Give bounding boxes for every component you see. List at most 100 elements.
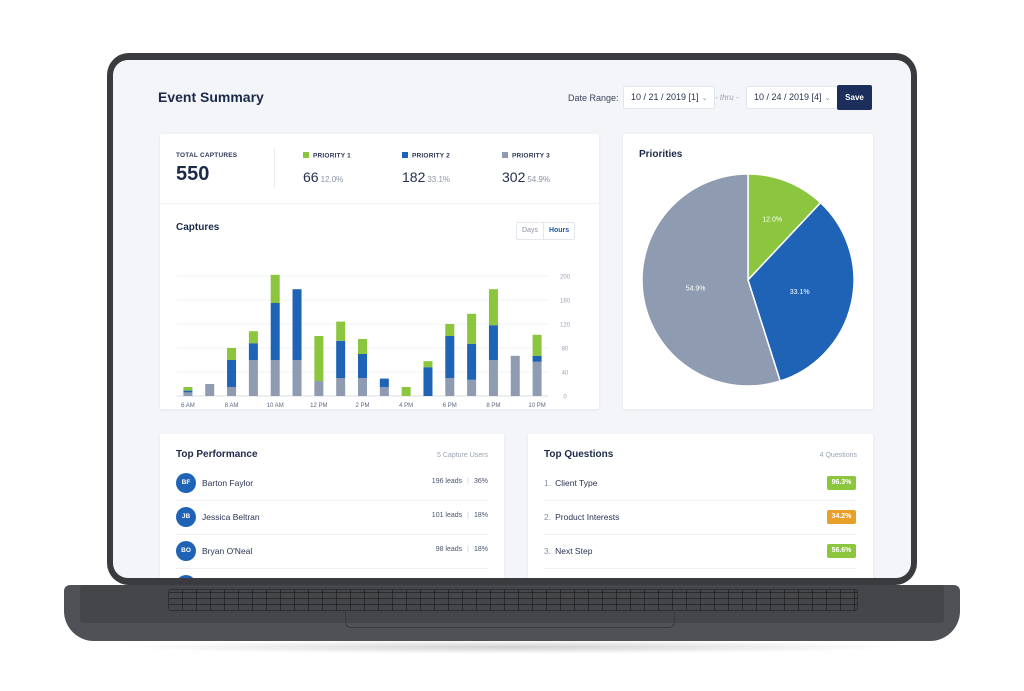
x-tick-label: 2 PM xyxy=(355,403,369,409)
priority-3-swatch xyxy=(502,152,508,158)
thru-label: - thru - xyxy=(715,93,739,102)
bar-segment xyxy=(270,360,280,396)
priority-1-value: 66 12.0% xyxy=(303,169,344,185)
status-badge: 56.6% xyxy=(827,544,856,558)
bar-segment xyxy=(445,336,455,378)
bar-segment xyxy=(467,343,477,380)
laptop-keyboard xyxy=(168,589,858,611)
list-item[interactable] xyxy=(176,569,488,578)
priority-2-label: PRIORITY 2 xyxy=(402,152,450,160)
x-tick-label: 10 AM xyxy=(267,403,284,409)
x-tick-label: 12 PM xyxy=(310,403,327,409)
avatar: BF xyxy=(176,473,196,493)
bar-segment xyxy=(248,360,258,396)
bar-segment xyxy=(270,303,280,360)
bar-segment xyxy=(292,360,302,396)
priority-2-value: 182 33.1% xyxy=(402,169,451,185)
y-tick-label: 120 xyxy=(560,323,571,329)
status-badge: 96.3% xyxy=(827,476,856,490)
bar-segment xyxy=(358,354,367,378)
priority-3-value: 302 54.9% xyxy=(502,169,551,185)
bar-segment xyxy=(248,343,258,360)
total-captures-value: 550 xyxy=(176,163,210,185)
bar-segment xyxy=(445,378,455,396)
slice-label: 12.0% xyxy=(762,216,782,223)
user-leads: 101 leads | 18% xyxy=(431,512,488,519)
priority-1-swatch xyxy=(303,152,309,158)
priority-1-label: PRIORITY 1 xyxy=(303,152,351,160)
bar-segment xyxy=(336,378,346,396)
captures-bar-chart: 0 40 80 120 160 200 6 AM 8 AM 10 AM 12 PM 2 PM 4 PM… xyxy=(177,274,571,409)
page-title: Event Summary xyxy=(158,89,264,105)
list-item[interactable]: BF Barton Faylor 196 leads | 36% xyxy=(176,467,488,501)
user-leads: 98 leads | 18% xyxy=(435,546,488,553)
capture-users-count: 5 Capture Users xyxy=(437,452,488,459)
tab-days[interactable]: Days xyxy=(522,227,538,234)
laptop-screen: Event Summary Date Range: 10 / 21 / 2019… xyxy=(113,60,911,578)
user-name: Bryan O'Neal xyxy=(202,546,253,556)
list-item[interactable]: BO Bryan O'Neal 98 leads | 18% xyxy=(176,535,488,569)
bar-segment xyxy=(227,360,237,387)
bar-segment xyxy=(314,336,324,381)
status-badge: 34.2% xyxy=(827,510,856,524)
bar-segment xyxy=(510,355,520,396)
bar-segment xyxy=(445,324,455,336)
y-tick-label: 200 xyxy=(560,275,571,281)
bar-segment xyxy=(270,274,280,303)
bar-segment xyxy=(532,361,542,396)
user-leads: 196 leads | 36% xyxy=(431,478,488,485)
divider xyxy=(274,148,275,188)
top-questions-card: Top Questions 4 Questions 1. Client Type … xyxy=(528,434,873,578)
list-item[interactable]: 2. Product Interests 34.2% xyxy=(544,501,856,535)
bar-segment xyxy=(227,348,237,360)
top-performance-card: Top Performance 5 Capture Users BF Barto… xyxy=(160,434,504,578)
priorities-pie-chart: 12.0% 33.1% 54.9% xyxy=(641,173,855,387)
top-performance-title: Top Performance xyxy=(176,449,258,460)
x-tick-label: 8 PM xyxy=(486,403,500,409)
bar-segment xyxy=(183,390,193,393)
captures-title: Captures xyxy=(176,222,220,233)
x-tick-label: 6 PM xyxy=(443,403,457,409)
end-date-select[interactable]: 10 / 24 / 2019 [4] ⌄ xyxy=(746,86,839,109)
bar-segment xyxy=(205,384,215,396)
priority-3-label: PRIORITY 3 xyxy=(502,152,550,160)
bar-segment xyxy=(467,379,477,396)
questions-count: 4 Questions xyxy=(819,452,857,459)
bar-segment xyxy=(532,334,542,356)
bar-segment xyxy=(292,289,302,360)
start-date-select[interactable]: 10 / 21 / 2019 [1] ⌄ xyxy=(623,86,716,109)
list-item[interactable]: 1. Client Type 96.3% xyxy=(544,467,856,501)
save-button[interactable]: Save xyxy=(837,85,872,110)
bar-segment xyxy=(227,387,237,396)
tab-hours[interactable]: Hours xyxy=(542,223,574,239)
list-item[interactable]: JB Jessica Beltran 101 leads | 18% xyxy=(176,501,488,535)
priority-1-pct: 12.0% xyxy=(320,175,344,184)
bar-segment xyxy=(401,387,411,396)
bar-segment xyxy=(488,289,498,326)
list-item[interactable]: 3. Next Step 56.6% xyxy=(544,535,856,569)
laptop-shadow xyxy=(120,640,904,654)
divider xyxy=(160,203,599,204)
priority-2-pct: 33.1% xyxy=(427,175,451,184)
bar-segment xyxy=(379,378,389,387)
laptop-trackpad xyxy=(345,610,675,628)
bar-segment xyxy=(488,325,498,360)
x-tick-label: 4 PM xyxy=(399,403,413,409)
bar-segment xyxy=(314,381,324,396)
priority-3-pct: 54.9% xyxy=(527,175,551,184)
bar-segment xyxy=(336,321,346,341)
date-range-label: Date Range: xyxy=(568,93,619,103)
question-text: 1. Client Type xyxy=(544,478,598,488)
x-tick-label: 10 PM xyxy=(528,403,545,409)
x-tick-label: 6 AM xyxy=(181,403,195,409)
bar-segment xyxy=(336,340,346,378)
question-text: 2. Product Interests xyxy=(544,512,620,522)
priority-2-swatch xyxy=(402,152,408,158)
y-tick-label: 40 xyxy=(562,371,569,377)
bar-segment xyxy=(532,355,542,362)
priorities-title: Priorities xyxy=(639,149,683,160)
bar-segment xyxy=(248,331,258,344)
pie-slice xyxy=(747,173,822,282)
end-date-value: 10 / 24 / 2019 [4] xyxy=(754,92,822,102)
